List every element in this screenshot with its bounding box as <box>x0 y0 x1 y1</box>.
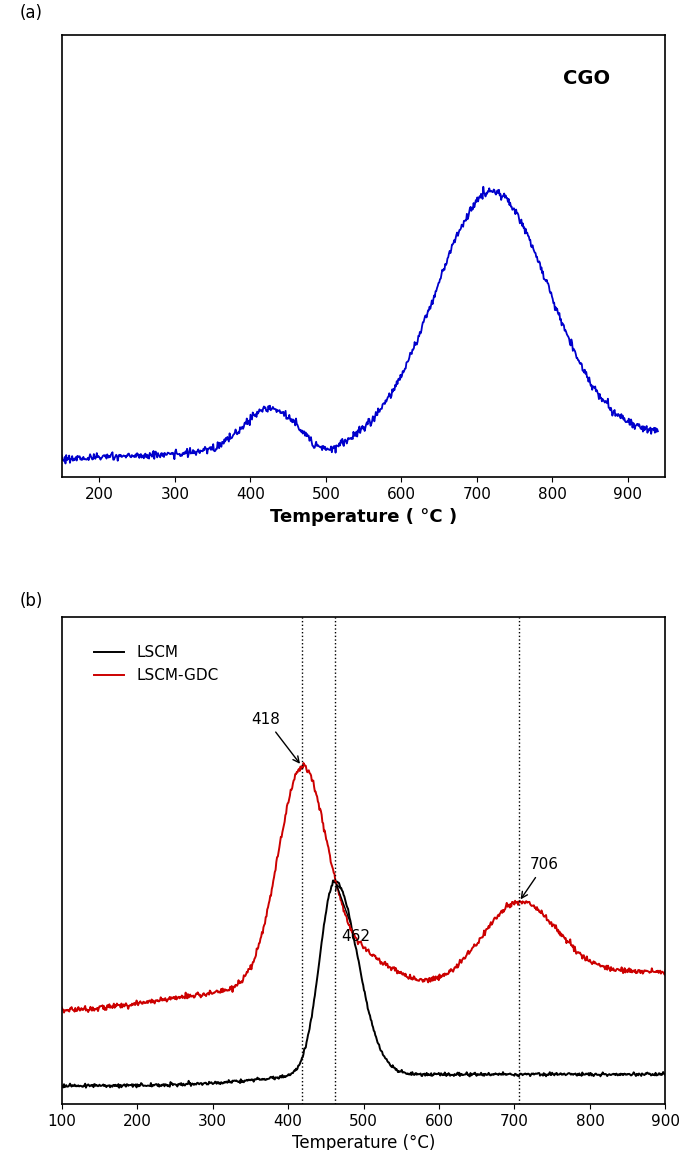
LSCM-GDC <box>579 949 587 963</box>
LSCM-GDC <box>299 756 307 769</box>
LSCM <box>95 1079 103 1092</box>
LSCM <box>58 1079 66 1092</box>
LSCM <box>329 874 337 888</box>
LSCM-GDC <box>410 969 418 983</box>
X-axis label: Temperature (°C): Temperature (°C) <box>292 1134 436 1150</box>
Line: LSCM-GDC: LSCM-GDC <box>62 762 665 1012</box>
LSCM-GDC <box>444 967 452 981</box>
LSCM <box>425 1067 434 1081</box>
LSCM <box>444 1068 452 1082</box>
LSCM-GDC <box>661 964 670 978</box>
LSCM <box>410 1068 418 1082</box>
LSCM-GDC <box>60 1005 68 1019</box>
LSCM-GDC <box>95 999 104 1013</box>
LSCM <box>115 1081 123 1095</box>
LSCM <box>579 1067 587 1081</box>
Text: CGO: CGO <box>563 69 611 89</box>
LSCM-GDC <box>425 971 434 984</box>
LSCM <box>517 1067 525 1081</box>
Text: (b): (b) <box>19 592 43 611</box>
Text: 462: 462 <box>335 884 370 944</box>
Legend: LSCM, LSCM-GDC: LSCM, LSCM-GDC <box>88 639 225 689</box>
Text: 418: 418 <box>252 712 299 762</box>
Text: (a): (a) <box>19 3 43 22</box>
LSCM <box>661 1068 670 1082</box>
Line: LSCM: LSCM <box>62 881 665 1088</box>
X-axis label: Temperature ( °C ): Temperature ( °C ) <box>270 507 457 526</box>
LSCM-GDC <box>58 1000 66 1014</box>
Text: 706: 706 <box>521 858 558 898</box>
LSCM-GDC <box>517 895 525 908</box>
